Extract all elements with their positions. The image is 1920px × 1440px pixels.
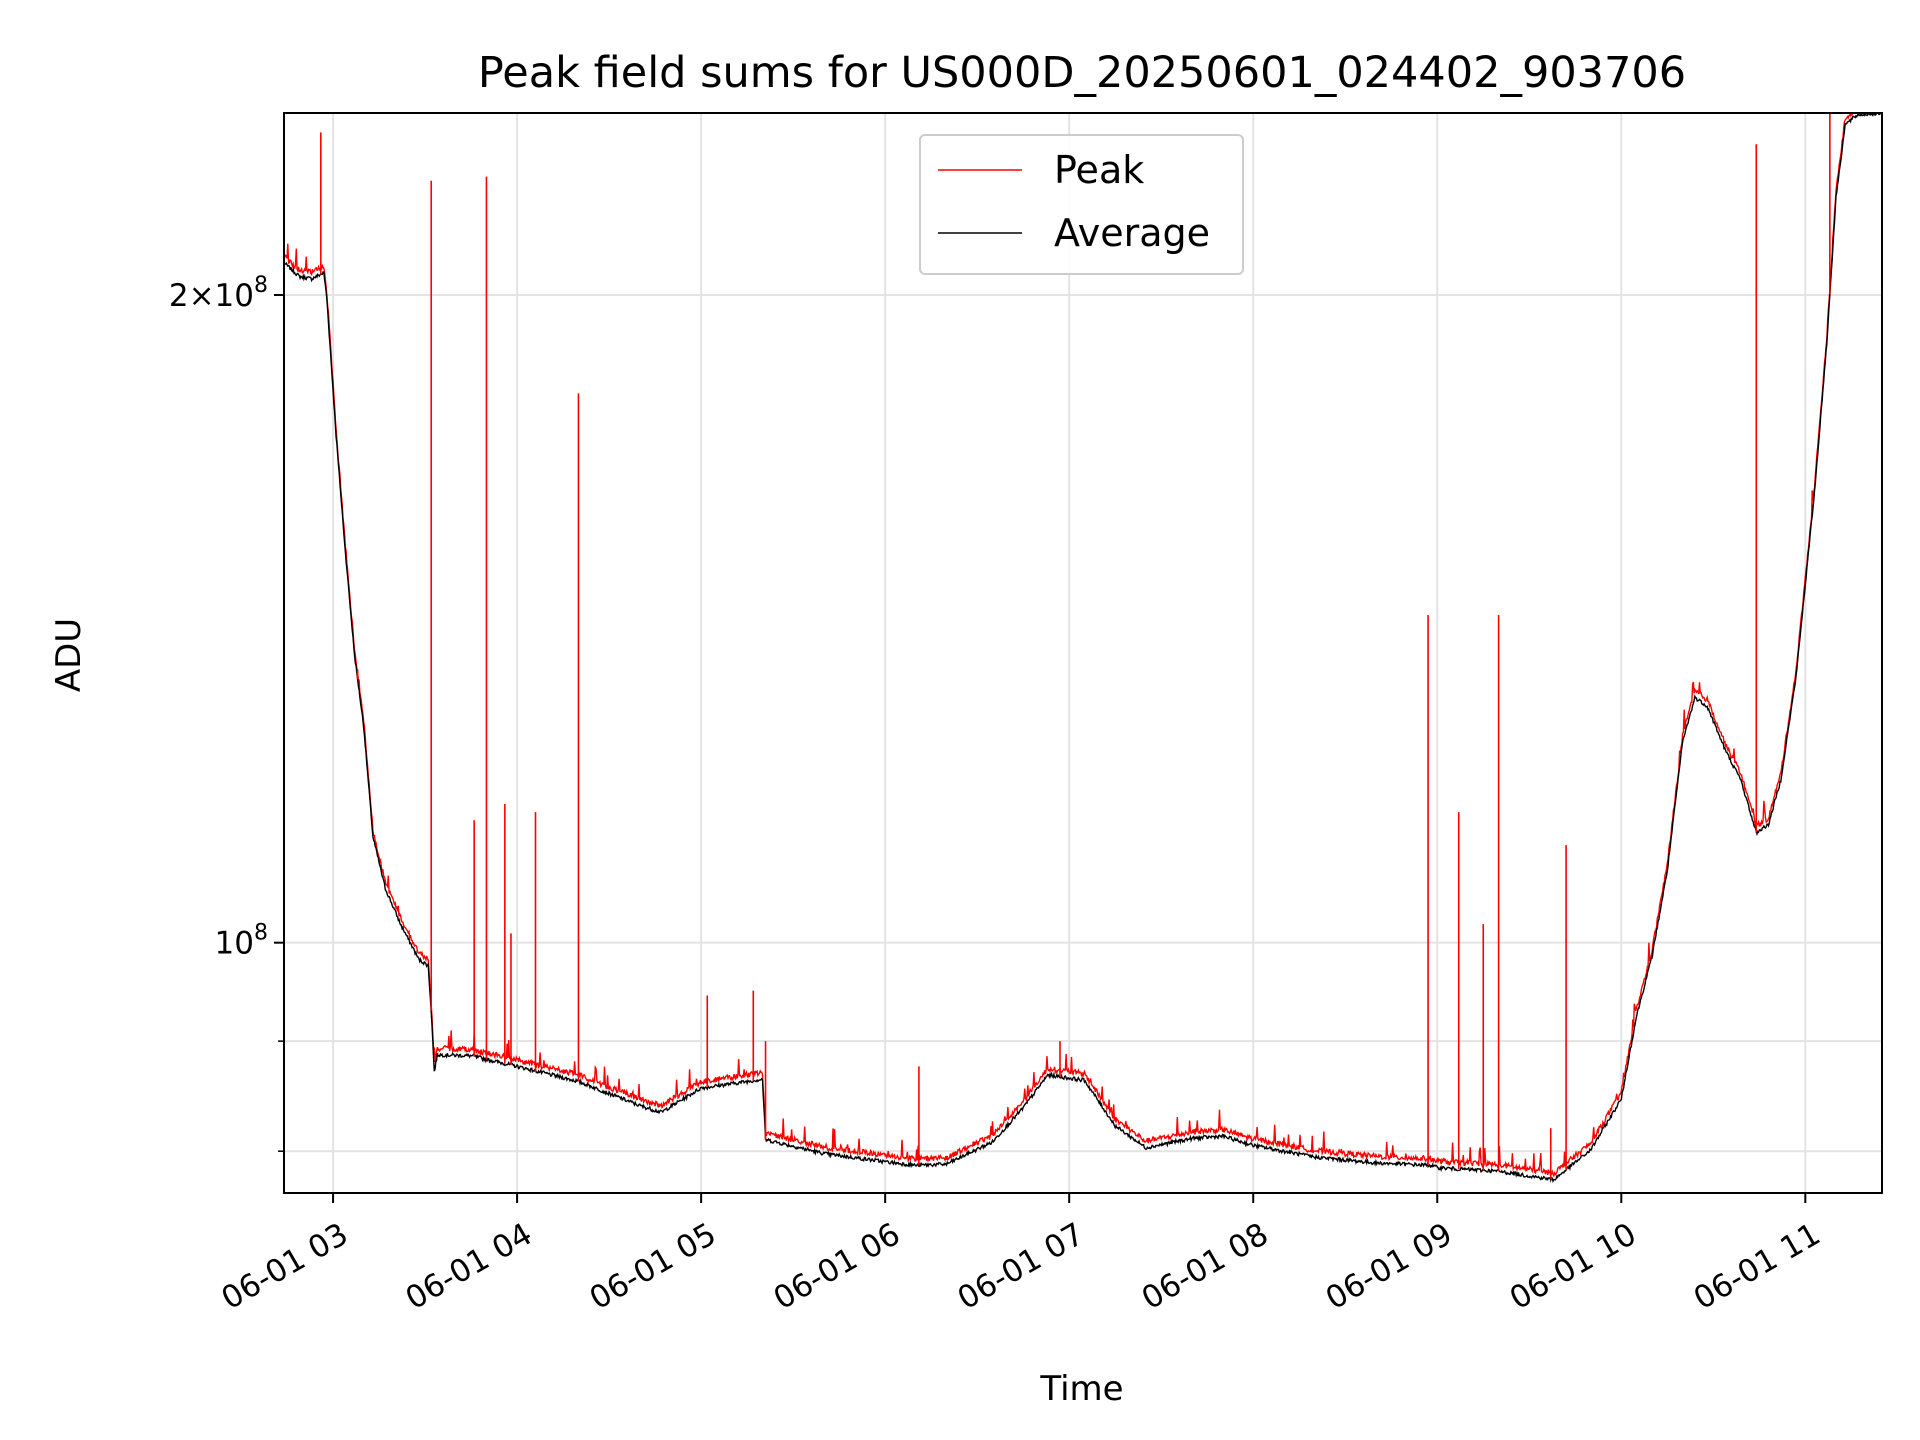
y-axis-label: ADU: [49, 618, 89, 692]
series-peak-line: [284, 113, 1854, 1178]
series-layer: [284, 113, 1882, 1184]
legend-peak-label: Peak: [1054, 148, 1144, 192]
legend: Peak Average: [919, 134, 1244, 275]
plot-area-frame: [283, 112, 1883, 1194]
grid: [284, 113, 1882, 1193]
y-tick-label: 108: [215, 921, 268, 962]
y-tick-label: 2×108: [169, 273, 268, 314]
legend-average-label: Average: [1054, 211, 1210, 255]
x-axis-label: Time: [1039, 1369, 1123, 1409]
chart-title: Peak field sums for US000D_20250601_0244…: [478, 48, 1686, 98]
series-average-line: [284, 113, 1882, 1184]
